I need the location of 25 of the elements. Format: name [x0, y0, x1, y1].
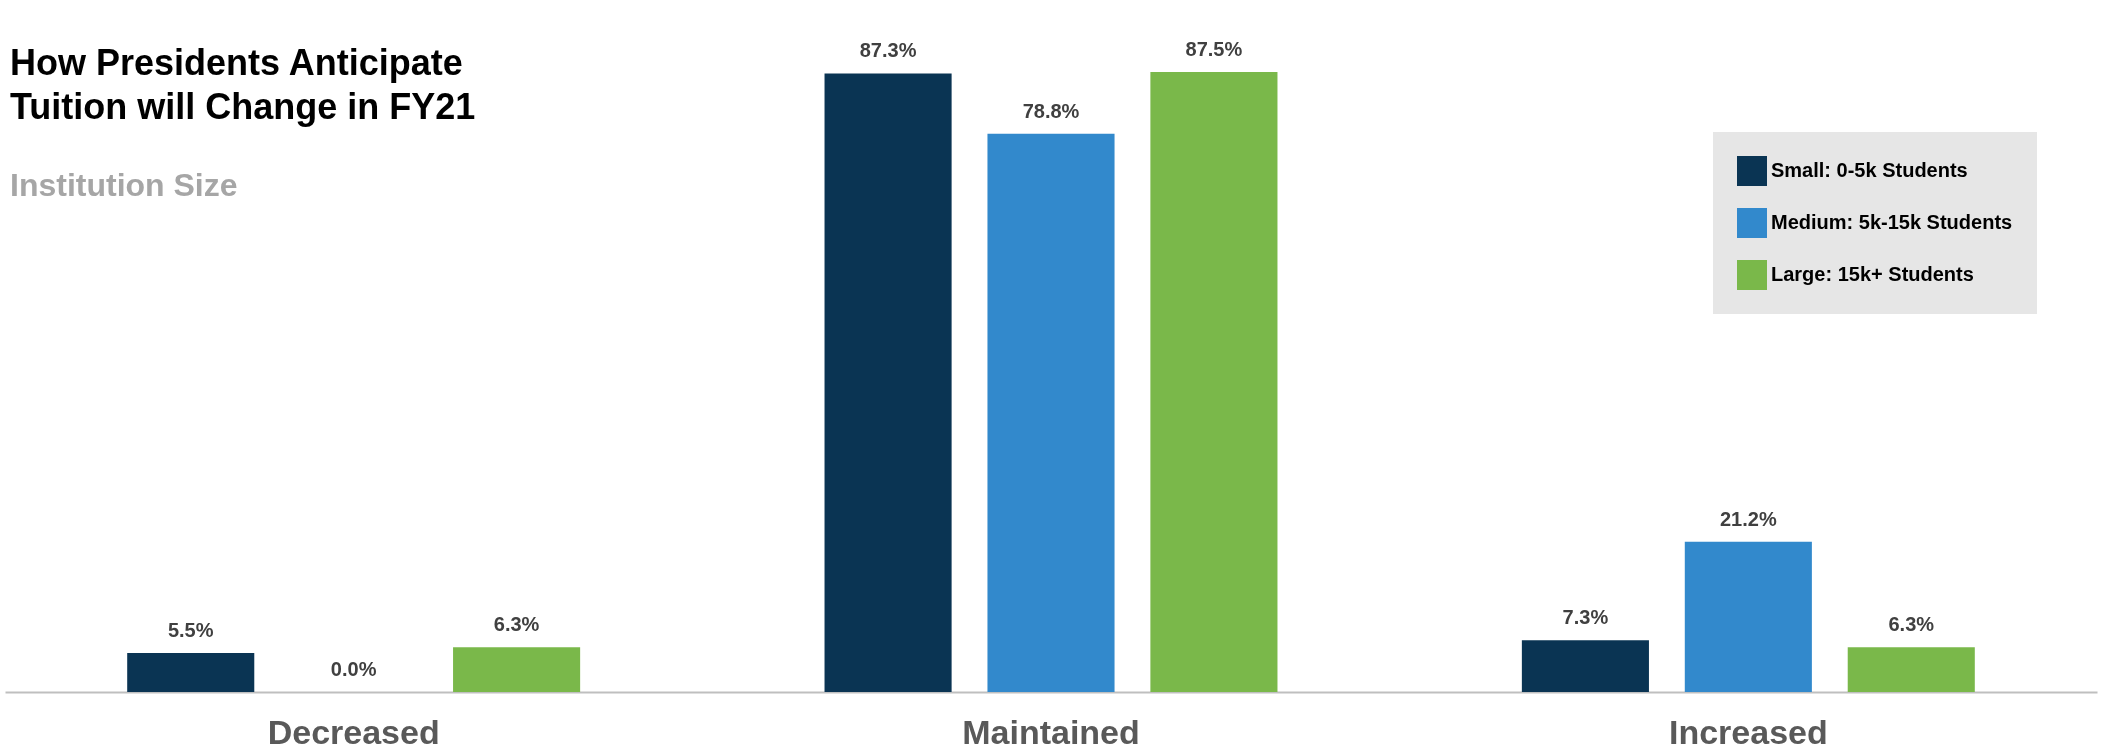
bar — [127, 653, 255, 692]
legend-label: Small: 0-5k Students — [1771, 159, 1968, 181]
bar — [824, 73, 952, 692]
x-tick-label: Increased — [1668, 712, 1828, 751]
bar — [1150, 72, 1278, 692]
bar — [1521, 640, 1649, 692]
bar — [1684, 541, 1812, 692]
data-label: 21.2% — [1719, 507, 1777, 530]
data-label: 78.8% — [1022, 99, 1080, 122]
data-label: 87.5% — [1185, 38, 1243, 60]
legend-label: Large: 15k+ Students — [1771, 263, 1974, 285]
data-label: 5.5% — [167, 619, 214, 642]
data-label: 7.3% — [1562, 606, 1609, 629]
data-label: 87.3% — [859, 39, 917, 62]
data-label: 6.3% — [493, 613, 540, 636]
data-label: 6.3% — [1888, 613, 1935, 636]
bar — [987, 133, 1115, 692]
legend-label: Medium: 5k-15k Students — [1771, 211, 2013, 233]
x-tick-label: Maintained — [962, 712, 1140, 751]
bar — [453, 647, 581, 692]
data-label: 0.0% — [330, 658, 377, 680]
x-tick-label: Decreased — [267, 712, 440, 751]
text: Institution Size — [10, 167, 238, 203]
bar — [1847, 647, 1975, 692]
chart-title: How Presidents Anticipate Tuition will Change in FY21 — [10, 42, 476, 127]
